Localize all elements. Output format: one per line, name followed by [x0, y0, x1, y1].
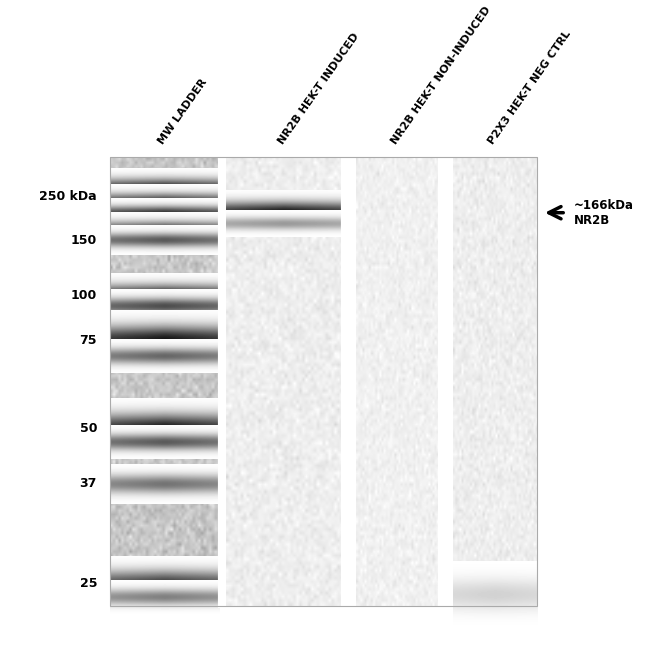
Text: 100: 100 [71, 289, 97, 302]
Text: MW LADDER: MW LADDER [157, 77, 209, 146]
Text: NR2B HEK-T NON-INDUCED: NR2B HEK-T NON-INDUCED [389, 5, 493, 146]
Text: 37: 37 [80, 478, 97, 491]
Text: ~166kDa
NR2B: ~166kDa NR2B [574, 199, 634, 227]
Text: 75: 75 [79, 333, 97, 346]
Text: 25: 25 [79, 577, 97, 590]
Text: 250 kDa: 250 kDa [40, 190, 97, 203]
Text: P2X3 HEK-T NEG CTRL: P2X3 HEK-T NEG CTRL [487, 29, 573, 146]
Text: NR2B HEK-T INDUCED: NR2B HEK-T INDUCED [276, 31, 361, 146]
Text: 50: 50 [79, 422, 97, 435]
Text: 150: 150 [71, 234, 97, 247]
